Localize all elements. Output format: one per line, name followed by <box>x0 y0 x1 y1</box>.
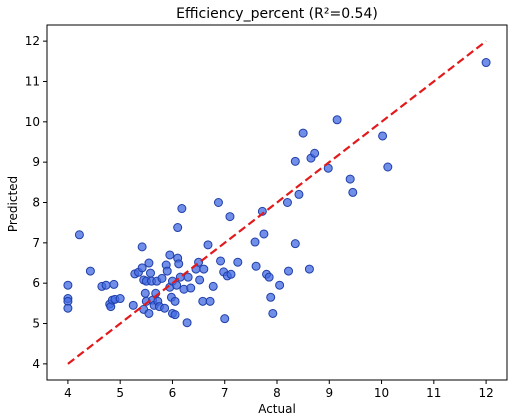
data-point <box>250 237 260 247</box>
y-tick-label: 5 <box>32 317 40 331</box>
data-point <box>170 296 180 306</box>
data-point <box>198 296 208 306</box>
x-tick-label: 5 <box>116 386 124 400</box>
data-point <box>63 303 73 313</box>
data-point <box>115 294 125 304</box>
data-point <box>173 223 183 233</box>
data-point <box>332 115 342 125</box>
data-point <box>268 308 278 318</box>
data-point <box>174 259 184 269</box>
data-point <box>63 280 73 290</box>
y-tick-label: 7 <box>32 236 40 250</box>
y-tick-label: 12 <box>25 34 40 48</box>
reference-line <box>67 40 487 365</box>
data-point <box>170 310 180 320</box>
data-point <box>183 272 193 282</box>
data-point <box>266 292 276 302</box>
data-point <box>225 212 235 222</box>
data-point <box>284 266 293 276</box>
y-tick-label: 10 <box>25 115 40 129</box>
data-point <box>275 280 285 290</box>
data-point <box>208 281 218 291</box>
y-tick-label: 8 <box>32 196 40 210</box>
data-point <box>186 283 196 293</box>
data-point <box>140 288 150 298</box>
data-point <box>213 198 223 207</box>
y-tick-label: 11 <box>25 74 40 88</box>
x-tick-label: 6 <box>169 386 177 400</box>
data-point <box>144 258 154 268</box>
x-tick-label: 8 <box>273 386 281 400</box>
data-point <box>128 300 138 310</box>
data-point <box>251 261 261 271</box>
data-point <box>137 242 147 252</box>
x-tick-label: 7 <box>221 386 229 400</box>
x-tick-label: 9 <box>325 386 333 400</box>
data-point <box>383 162 393 172</box>
data-point <box>177 204 187 214</box>
data-point <box>264 272 274 282</box>
data-point <box>226 269 236 279</box>
data-points <box>63 58 491 328</box>
data-point <box>345 174 355 184</box>
chart-title: Efficiency_percent (R²=0.54) <box>176 6 378 22</box>
data-point <box>220 314 230 324</box>
data-point <box>310 148 320 158</box>
x-tick-label: 11 <box>426 386 441 400</box>
data-point <box>182 318 192 328</box>
data-point <box>162 266 172 276</box>
data-point <box>481 58 491 68</box>
x-tick-label: 12 <box>478 386 493 400</box>
data-point <box>195 275 205 285</box>
data-point <box>259 229 269 239</box>
data-point <box>160 303 170 313</box>
data-point <box>165 250 175 260</box>
data-point <box>233 257 243 267</box>
data-point <box>109 279 119 289</box>
y-tick-label: 9 <box>32 155 40 169</box>
x-axis-label: Actual <box>258 402 296 416</box>
data-point <box>74 230 84 240</box>
data-point <box>101 280 111 290</box>
data-point <box>157 273 167 283</box>
data-point <box>199 264 209 274</box>
data-point <box>298 128 308 138</box>
data-point <box>348 187 358 197</box>
data-point <box>203 240 213 250</box>
data-point <box>282 198 292 207</box>
y-axis-label: Predicted <box>6 176 20 232</box>
data-point <box>290 239 300 249</box>
y-tick-label: 6 <box>32 276 40 290</box>
data-point <box>146 268 155 278</box>
data-point <box>144 308 154 318</box>
data-point <box>290 156 300 166</box>
x-tick-label: 4 <box>64 386 72 400</box>
data-point <box>304 264 314 274</box>
data-point <box>137 263 147 273</box>
data-point <box>85 266 95 276</box>
data-point <box>205 296 215 306</box>
data-point <box>294 189 304 199</box>
y-tick-label: 4 <box>32 357 40 371</box>
data-point <box>378 131 388 141</box>
x-tick-label: 10 <box>374 386 389 400</box>
axis-ticks: 4 5 6 7 8 9 10 11 12 4 5 6 7 8 9 10 11 12 <box>25 34 494 400</box>
data-point <box>216 256 226 266</box>
